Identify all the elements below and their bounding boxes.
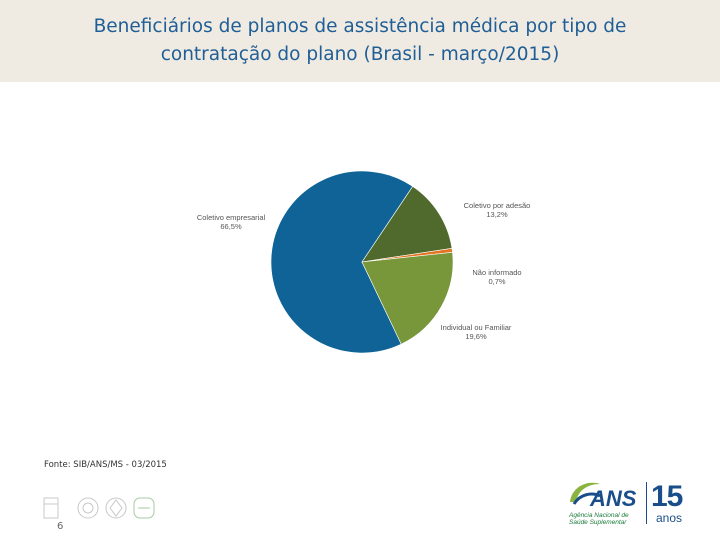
page-title: Beneficiários de planos de assistência m… (93, 16, 627, 65)
slice-label-coletivo-empresarial: Coletivo empresarial (197, 213, 266, 222)
logo-divider (646, 482, 647, 524)
slice-label-individual-familiar: Individual ou Familiar (441, 323, 512, 332)
slice-label-coletivo-adesao: Coletivo por adesão (464, 201, 531, 210)
pie-slice-coletivo-adesao (361, 185, 453, 263)
source-note: Fonte: SIB/ANS/MS - 03/2015 (44, 460, 167, 470)
pie-slice-coletivo-empresarial (270, 170, 414, 354)
slice-value-coletivo-adesao: 13,2% (486, 210, 508, 219)
pie-slice-individual-familiar (361, 251, 454, 345)
slice-value-nao-informado: 0,7% (488, 277, 505, 286)
page-number: 6 (57, 521, 64, 532)
footer-decorative-icons (43, 497, 155, 519)
anniversary-number: 15 (651, 480, 683, 513)
header-banner: Beneficiários de planos de assistência m… (0, 0, 720, 82)
slice-value-coletivo-empresarial: 66,5% (220, 222, 242, 231)
slice-value-individual-familiar: 19,6% (465, 332, 487, 341)
ans-logo-text: ANS (589, 486, 637, 511)
ans-logo-subtitle: Agência Nacional de Saúde Suplementar (569, 512, 629, 526)
slice-label-nao-informado: Não informado (472, 268, 521, 277)
anniversary-word: anos (656, 511, 683, 525)
ans-logo: ANS (570, 482, 637, 511)
